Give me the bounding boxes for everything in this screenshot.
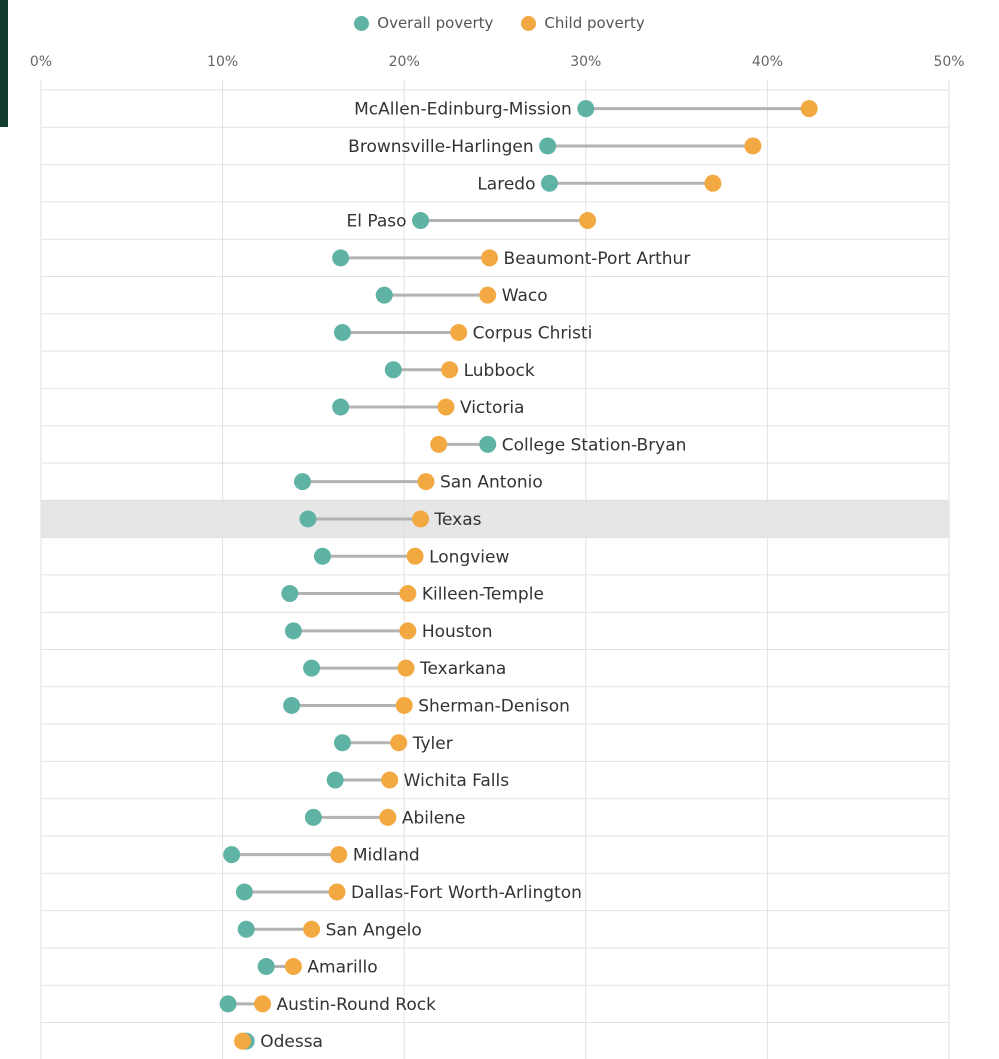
- child-poverty-point: [430, 435, 448, 453]
- child-poverty-point: [441, 361, 459, 379]
- legend-label-overall: Overall poverty: [377, 14, 494, 32]
- category-label: Austin-Round Rock: [277, 995, 437, 1015]
- child-poverty-point: [800, 100, 818, 118]
- overall-poverty-point: [313, 547, 331, 565]
- overall-poverty-point: [375, 286, 393, 304]
- overall-poverty-point: [219, 995, 237, 1013]
- child-poverty-point: [381, 771, 399, 789]
- child-poverty-point: [437, 398, 455, 416]
- highlight-row-band: [41, 500, 949, 538]
- legend-marker-overall: [354, 15, 370, 31]
- child-poverty-point: [412, 510, 430, 528]
- category-label: Waco: [502, 286, 548, 306]
- child-poverty-point: [450, 323, 468, 341]
- overall-poverty-point: [577, 100, 595, 118]
- category-label: College Station-Bryan: [502, 435, 687, 455]
- x-tick-label: 20%: [389, 54, 420, 70]
- child-poverty-point: [417, 473, 435, 491]
- legend-marker-child: [521, 15, 537, 31]
- x-tick-label: 0%: [30, 54, 52, 70]
- child-poverty-point: [579, 212, 597, 230]
- category-label: Brownsville-Harlingen: [348, 137, 533, 157]
- child-poverty-point: [399, 622, 417, 640]
- overall-poverty-point: [284, 622, 302, 640]
- category-label: Texas: [434, 510, 482, 530]
- overall-poverty-point: [540, 174, 558, 192]
- x-tick-label: 30%: [570, 54, 601, 70]
- overall-poverty-point: [479, 435, 497, 453]
- overall-poverty-point: [281, 585, 299, 603]
- child-poverty-point: [328, 883, 346, 901]
- overall-poverty-point: [235, 883, 253, 901]
- category-label: Abilene: [402, 808, 466, 828]
- category-label: Corpus Christi: [473, 323, 593, 343]
- overall-poverty-point: [333, 323, 351, 341]
- child-poverty-point: [406, 547, 424, 565]
- overall-poverty-point: [539, 137, 557, 155]
- category-label: McAllen-Edinburg-Mission: [354, 100, 572, 120]
- overall-poverty-point: [237, 920, 255, 938]
- overall-poverty-point: [333, 734, 351, 752]
- child-poverty-point: [479, 286, 497, 304]
- child-poverty-point: [399, 585, 417, 603]
- child-poverty-point: [303, 920, 321, 938]
- child-poverty-point: [397, 659, 415, 677]
- child-poverty-point: [481, 249, 499, 267]
- x-tick-label: 40%: [752, 54, 783, 70]
- category-label: San Antonio: [440, 473, 543, 493]
- category-label: Killeen-Temple: [422, 585, 544, 605]
- category-label: Odessa: [260, 1032, 323, 1052]
- overall-poverty-point: [412, 212, 430, 230]
- legend-item-child: Child poverty: [521, 14, 645, 32]
- legend-item-overall: Overall poverty: [354, 14, 493, 32]
- category-label: Lubbock: [464, 361, 535, 381]
- overall-poverty-point: [257, 958, 275, 976]
- child-poverty-point: [379, 808, 397, 826]
- category-label: Victoria: [460, 398, 525, 418]
- left-accent-bar: [0, 0, 8, 127]
- category-label: Sherman-Denison: [418, 696, 570, 716]
- overall-poverty-point: [384, 361, 402, 379]
- category-label: Tyler: [412, 734, 453, 754]
- legend: Overall poverty Child poverty: [0, 14, 999, 32]
- child-poverty-point: [704, 174, 722, 192]
- legend-label-child: Child poverty: [544, 14, 645, 32]
- category-label: Laredo: [477, 174, 535, 194]
- overall-poverty-point: [299, 510, 317, 528]
- category-label: Texarkana: [419, 659, 506, 679]
- overall-poverty-point: [283, 696, 301, 714]
- overall-poverty-point: [332, 398, 350, 416]
- category-label: Houston: [422, 622, 493, 642]
- overall-poverty-point: [304, 808, 322, 826]
- child-poverty-point: [234, 1032, 252, 1050]
- overall-poverty-point: [303, 659, 321, 677]
- child-poverty-point: [254, 995, 272, 1013]
- category-label: Midland: [353, 846, 420, 866]
- category-label: El Paso: [347, 212, 407, 232]
- x-tick-label: 10%: [207, 54, 238, 70]
- overall-poverty-point: [332, 249, 350, 267]
- category-label: San Angelo: [326, 920, 422, 940]
- overall-poverty-point: [294, 473, 312, 491]
- category-label: Longview: [429, 547, 509, 567]
- overall-poverty-point: [326, 771, 344, 789]
- child-poverty-point: [744, 137, 762, 155]
- category-label: Dallas-Fort Worth-Arlington: [351, 883, 582, 903]
- category-label: Amarillo: [307, 958, 377, 978]
- child-poverty-point: [390, 734, 408, 752]
- child-poverty-point: [330, 846, 348, 864]
- overall-poverty-point: [223, 846, 241, 864]
- category-label: Wichita Falls: [404, 771, 510, 791]
- child-poverty-point: [395, 696, 413, 714]
- x-tick-label: 50%: [933, 54, 964, 70]
- child-poverty-point: [284, 958, 302, 976]
- category-label: Beaumont-Port Arthur: [504, 249, 691, 269]
